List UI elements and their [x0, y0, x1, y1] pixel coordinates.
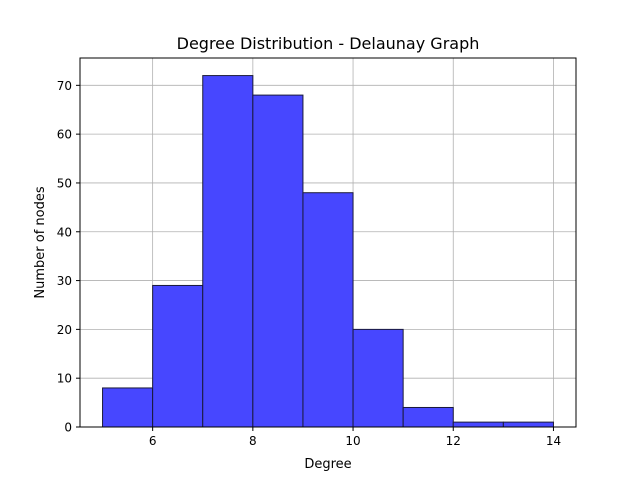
- y-tick-label: 30: [57, 274, 72, 288]
- histogram-bar: [152, 284, 204, 428]
- x-tick-label: 14: [546, 434, 561, 448]
- y-tick-label: 10: [57, 372, 72, 386]
- axis-ticks: 6 8 10 12 14 0 10 20 30 40 50 60 70: [57, 79, 561, 448]
- histogram-bar: [102, 387, 154, 428]
- chart-title: Degree Distribution - Delaunay Graph: [177, 34, 480, 53]
- histogram-bar: [452, 421, 504, 428]
- histogram-bar: [402, 406, 454, 428]
- y-tick-label: 60: [57, 128, 72, 142]
- x-tick-label: 10: [345, 434, 360, 448]
- bars: [102, 75, 554, 428]
- plot-frame: [79, 57, 577, 428]
- y-tick-label: 70: [57, 79, 72, 93]
- histogram-bar: [352, 328, 404, 428]
- x-tick-label: 6: [149, 434, 157, 448]
- histogram-bar: [502, 421, 554, 428]
- y-axis-label: Number of nodes: [33, 186, 48, 298]
- histogram-bar: [302, 192, 354, 428]
- x-tick-label: 12: [446, 434, 461, 448]
- y-tick-label: 40: [57, 225, 72, 239]
- histogram-bar: [202, 75, 254, 428]
- y-tick-label: 50: [57, 176, 72, 190]
- y-tick-label: 0: [64, 421, 72, 435]
- x-tick-label: 8: [249, 434, 257, 448]
- histogram-bar: [252, 94, 304, 428]
- y-tick-label: 20: [57, 323, 72, 337]
- x-axis-label: Degree: [304, 457, 351, 472]
